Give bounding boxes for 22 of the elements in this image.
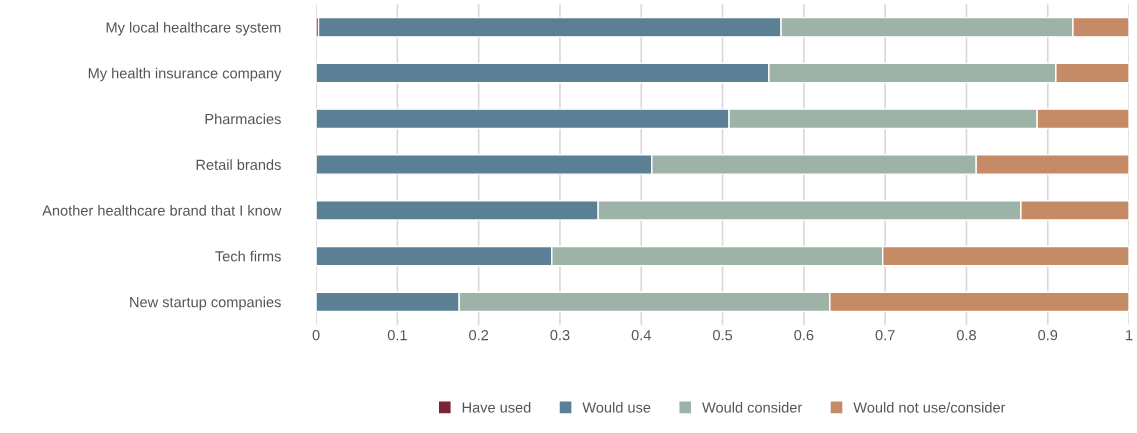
y-tick-label: Pharmacies (205, 113, 281, 125)
y-tick-label: Another healthcare brand that I know (42, 205, 282, 216)
legend-label: Have used (462, 401, 531, 413)
x-tick-label: 0.6 (794, 330, 814, 341)
x-tick-label: 0.4 (631, 330, 651, 341)
x-tick-label: 0.7 (875, 330, 895, 341)
x-tick-label: 0.2 (469, 330, 489, 341)
legend-label: Would use (582, 401, 651, 413)
x-tick-label: 0.3 (550, 330, 570, 341)
x-tick-label: 0.5 (713, 330, 733, 341)
y-tick-label: My local healthcare system (106, 21, 281, 36)
x-tick-label: 0.8 (956, 330, 976, 341)
x-tick-label: 0.1 (387, 330, 407, 341)
x-tick-label: 1 (1126, 330, 1133, 341)
y-tick-label: My health insurance company (88, 67, 282, 82)
legend-label: Would not use/consider (853, 401, 1006, 413)
x-tick-label: 0 (312, 330, 320, 341)
y-tick-label: Retail brands (196, 159, 281, 170)
y-tick-label: Tech firms (215, 250, 281, 262)
legend-label: Would consider (702, 401, 803, 413)
y-tick-label: New startup companies (130, 296, 281, 311)
x-tick-label: 0.9 (1038, 330, 1058, 341)
